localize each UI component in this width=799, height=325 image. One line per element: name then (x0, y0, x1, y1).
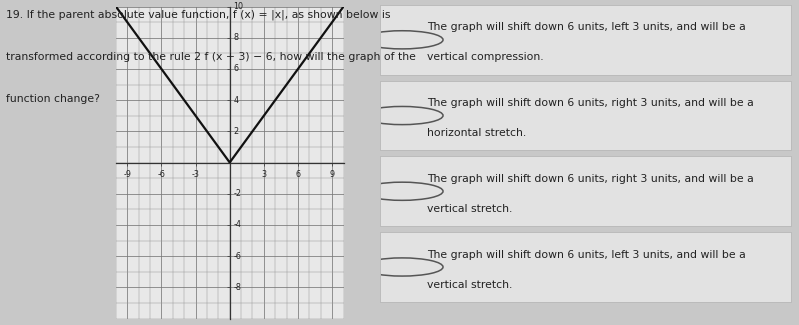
Text: -3: -3 (192, 170, 200, 179)
Text: -2: -2 (233, 189, 241, 198)
Text: -6: -6 (157, 170, 165, 179)
Text: 2: 2 (233, 127, 238, 136)
Text: 8: 8 (233, 33, 238, 42)
Text: -4: -4 (233, 220, 241, 229)
Text: function change?: function change? (6, 94, 100, 104)
Text: The graph will shift down 6 units, right 3 units, and will be a: The graph will shift down 6 units, right… (427, 174, 753, 184)
Text: 6: 6 (233, 64, 238, 73)
Text: 9: 9 (330, 170, 335, 179)
Text: vertical compression.: vertical compression. (427, 52, 543, 62)
Text: The graph will shift down 6 units, left 3 units, and will be a: The graph will shift down 6 units, left … (427, 22, 745, 32)
Text: 4: 4 (233, 96, 238, 105)
Text: vertical stretch.: vertical stretch. (427, 204, 512, 214)
Text: horizontal stretch.: horizontal stretch. (427, 128, 526, 138)
Text: 10: 10 (233, 2, 243, 11)
Text: The graph will shift down 6 units, right 3 units, and will be a: The graph will shift down 6 units, right… (427, 98, 753, 108)
Text: -6: -6 (233, 252, 241, 261)
Text: transformed according to the rule 2 f (x + 3) − 6, how will the graph of the: transformed according to the rule 2 f (x… (6, 52, 416, 62)
Text: 3: 3 (261, 170, 266, 179)
Text: The graph will shift down 6 units, left 3 units, and will be a: The graph will shift down 6 units, left … (427, 250, 745, 260)
Text: vertical stretch.: vertical stretch. (427, 280, 512, 290)
Text: 6: 6 (296, 170, 300, 179)
Text: -8: -8 (233, 283, 241, 292)
Text: 19. If the parent absolute value function, f (x) = |x|, as shown below is: 19. If the parent absolute value functio… (6, 10, 391, 20)
Text: -9: -9 (123, 170, 131, 179)
